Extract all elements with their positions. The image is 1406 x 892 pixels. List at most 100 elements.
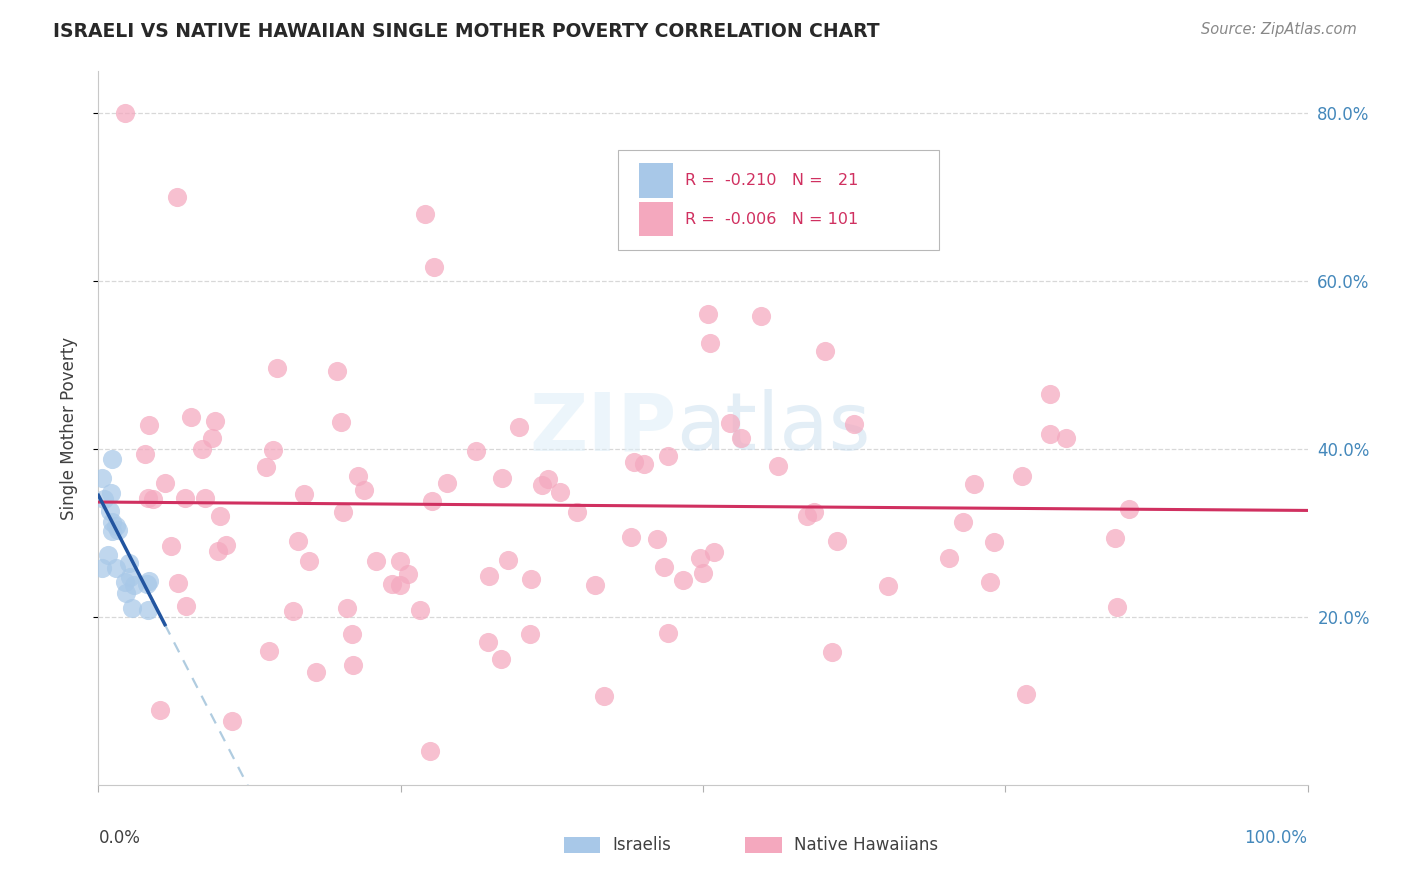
- Point: [672, 573, 695, 587]
- Point: [90, 560, 112, 574]
- Point: [657, 449, 679, 463]
- Point: [478, 568, 501, 582]
- Point: [347, 468, 370, 483]
- Point: [1039, 386, 1062, 401]
- Point: [963, 477, 986, 491]
- Point: [796, 509, 818, 524]
- Point: [583, 578, 606, 592]
- Point: [703, 545, 725, 559]
- Point: [689, 550, 711, 565]
- Point: [423, 260, 446, 274]
- Point: [550, 484, 572, 499]
- Point: [1104, 531, 1126, 545]
- Point: [326, 364, 349, 378]
- Point: [749, 309, 772, 323]
- Point: [519, 627, 541, 641]
- Text: ZIP: ZIP: [529, 389, 676, 467]
- Point: [647, 532, 669, 546]
- Point: [1039, 427, 1062, 442]
- Point: [340, 627, 363, 641]
- Point: [114, 106, 136, 120]
- Point: [692, 566, 714, 580]
- Point: [1054, 431, 1077, 445]
- Point: [136, 491, 159, 505]
- Point: [266, 360, 288, 375]
- Point: [100, 486, 122, 500]
- Point: [465, 444, 488, 458]
- Point: [167, 576, 190, 591]
- Point: [118, 570, 141, 584]
- Point: [491, 471, 513, 485]
- Point: [209, 508, 232, 523]
- Bar: [564, 837, 600, 853]
- Point: [114, 574, 136, 589]
- Point: [93, 491, 115, 506]
- Text: Native Hawaiians: Native Hawaiians: [794, 836, 938, 854]
- Y-axis label: Single Mother Poverty: Single Mother Poverty: [59, 336, 77, 520]
- Point: [520, 572, 543, 586]
- Point: [593, 689, 616, 703]
- FancyBboxPatch shape: [619, 150, 939, 250]
- Point: [115, 586, 138, 600]
- Point: [730, 431, 752, 445]
- Point: [138, 574, 160, 588]
- Point: [623, 455, 645, 469]
- Bar: [745, 837, 782, 853]
- Point: [215, 537, 238, 551]
- Text: 100.0%: 100.0%: [1244, 830, 1308, 847]
- Point: [155, 475, 177, 490]
- Point: [696, 307, 718, 321]
- Point: [138, 417, 160, 432]
- Point: [508, 420, 530, 434]
- Text: Israelis: Israelis: [613, 836, 671, 854]
- Point: [100, 524, 122, 538]
- Point: [332, 505, 354, 519]
- Point: [107, 524, 129, 538]
- Point: [104, 518, 127, 533]
- Point: [979, 574, 1001, 589]
- Point: [166, 190, 188, 204]
- Point: [477, 635, 499, 649]
- Point: [353, 483, 375, 497]
- Point: [652, 560, 675, 574]
- Point: [718, 416, 741, 430]
- Point: [620, 530, 643, 544]
- Point: [436, 475, 458, 490]
- Point: [134, 447, 156, 461]
- Point: [938, 551, 960, 566]
- Point: [408, 603, 430, 617]
- Point: [174, 491, 197, 505]
- Point: [207, 543, 229, 558]
- Point: [191, 442, 214, 457]
- Point: [420, 493, 443, 508]
- Point: [204, 414, 226, 428]
- Point: [876, 579, 898, 593]
- Point: [419, 744, 441, 758]
- Point: [633, 457, 655, 471]
- Point: [160, 539, 183, 553]
- Point: [983, 535, 1005, 549]
- Text: R =  -0.210   N =   21: R = -0.210 N = 21: [685, 173, 858, 188]
- Point: [842, 417, 865, 431]
- Point: [952, 515, 974, 529]
- Point: [413, 207, 436, 221]
- Point: [100, 515, 122, 529]
- Point: [180, 410, 202, 425]
- Point: [305, 665, 328, 679]
- Point: [336, 601, 359, 615]
- Point: [149, 703, 172, 717]
- Point: [803, 505, 825, 519]
- Point: [254, 460, 277, 475]
- Point: [699, 336, 721, 351]
- Text: Source: ZipAtlas.com: Source: ZipAtlas.com: [1201, 22, 1357, 37]
- Point: [135, 576, 157, 591]
- Point: [287, 533, 309, 548]
- Point: [389, 577, 412, 591]
- Point: [489, 652, 512, 666]
- Text: R =  -0.006   N = 101: R = -0.006 N = 101: [685, 211, 858, 227]
- Point: [381, 577, 404, 591]
- Point: [342, 657, 364, 672]
- Bar: [638, 163, 673, 198]
- Point: [1118, 502, 1140, 516]
- Point: [330, 415, 353, 429]
